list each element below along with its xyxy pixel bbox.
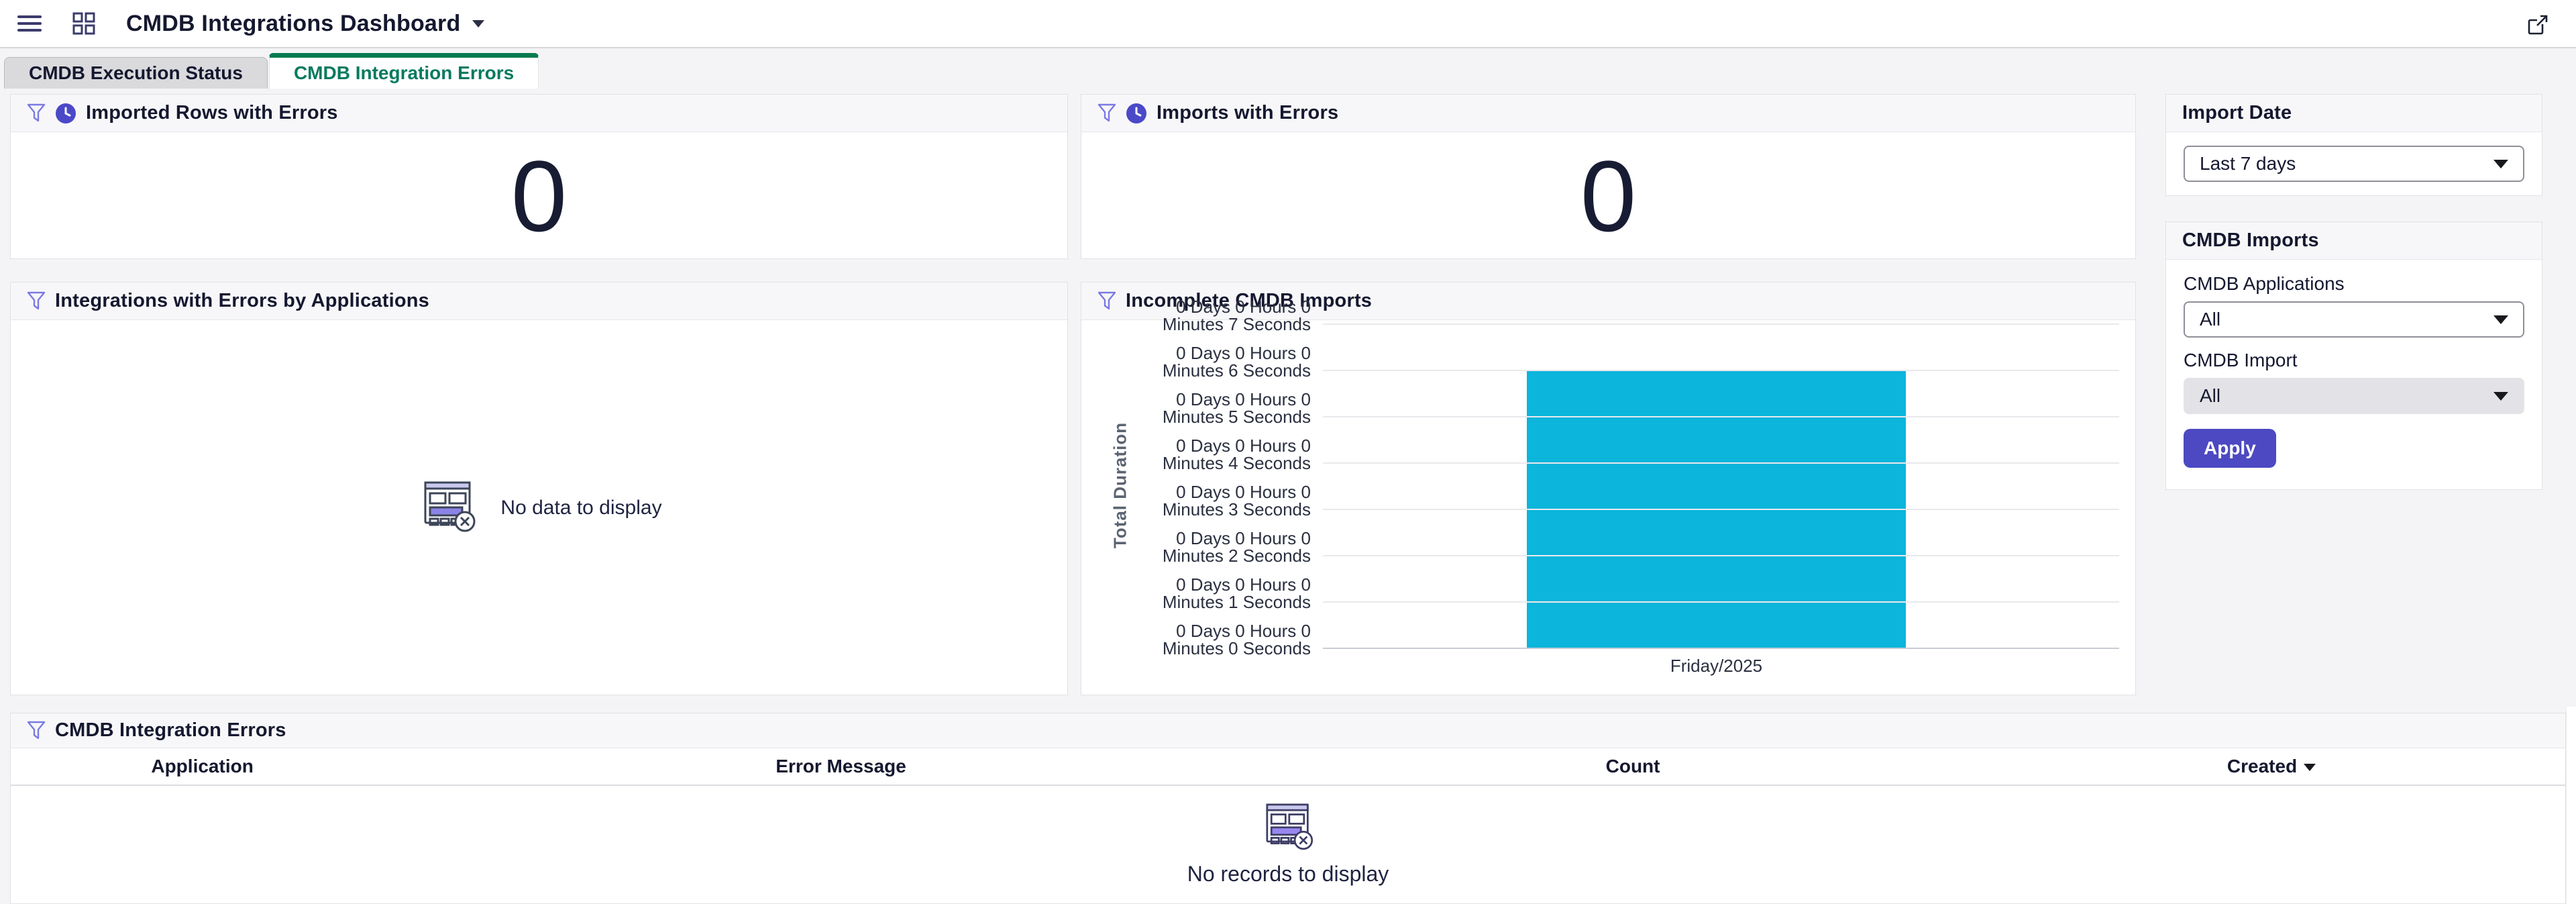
cmdb-applications-label: CMDB Applications xyxy=(2184,273,2345,294)
y-tick-label: 0 Days 0 Hours 0 Minutes 4 Seconds xyxy=(1162,436,1311,474)
gridline xyxy=(1323,509,2119,510)
cmdb-import-selected-value: All xyxy=(2200,385,2221,406)
panel-imports-with-errors: Imports with Errors 0 xyxy=(1081,94,2136,259)
tab-cmdb-execution-status[interactable]: CMDB Execution Status xyxy=(4,57,268,89)
tab-cmdb-integration-errors[interactable]: CMDB Integration Errors xyxy=(268,53,539,89)
top-header: CMDB Integrations Dashboard xyxy=(0,0,2576,48)
dashboard-grid-icon[interactable] xyxy=(72,12,95,35)
apply-button[interactable]: Apply xyxy=(2184,429,2276,468)
no-records-illustration-icon xyxy=(1258,801,1318,855)
card-import-date: Import Date Last 7 days xyxy=(2165,94,2542,196)
clock-icon xyxy=(1126,103,1147,124)
filter-funnel-icon[interactable] xyxy=(27,103,46,123)
gridline xyxy=(1323,601,2119,603)
panel-body: 0 xyxy=(11,132,1067,259)
column-header-application[interactable]: Application xyxy=(11,756,394,777)
card-title: Import Date xyxy=(2182,102,2292,123)
filter-funnel-icon[interactable] xyxy=(1097,103,1116,123)
column-header-created[interactable]: Created xyxy=(1978,756,2565,777)
card-body: CMDB Applications All CMDB Import All Ap… xyxy=(2166,260,2542,468)
cmdb-import-label: CMDB Import xyxy=(2184,350,2298,370)
tab-label: CMDB Execution Status xyxy=(29,62,243,83)
column-header-count[interactable]: Count xyxy=(1288,756,1978,777)
gridline xyxy=(1323,648,2119,649)
column-label: Count xyxy=(1605,756,1660,776)
dashboard-tabs: CMDB Execution Status CMDB Integration E… xyxy=(4,53,539,89)
panel-incomplete-cmdb-imports: Incomplete CMDB Imports Total Duration 0… xyxy=(1081,282,2136,695)
title-dropdown-caret-icon[interactable] xyxy=(472,19,485,28)
no-data-illustration-icon xyxy=(416,479,480,537)
imports-with-errors-count: 0 xyxy=(1580,139,1637,252)
y-tick-label: 0 Days 0 Hours 0 Minutes 7 Seconds xyxy=(1162,297,1311,334)
column-label: Application xyxy=(151,756,254,776)
tab-label: CMDB Integration Errors xyxy=(293,62,515,83)
filter-funnel-icon[interactable] xyxy=(1097,291,1116,311)
gridline xyxy=(1323,462,2119,464)
no-data-text: No data to display xyxy=(500,496,662,519)
filter-funnel-icon[interactable] xyxy=(27,721,46,741)
cmdb-applications-select[interactable]: All xyxy=(2184,301,2524,338)
panel-body: No data to display xyxy=(11,320,1067,695)
sort-descending-icon xyxy=(2304,764,2316,772)
panel-header: Integrations with Errors by Applications xyxy=(11,283,1067,320)
x-axis-tick-label: Friday/2025 xyxy=(1670,656,1763,676)
panel-title: Integrations with Errors by Applications xyxy=(55,290,429,311)
y-axis-title: Total Duration xyxy=(1110,421,1130,549)
panel-header: CMDB Integration Errors xyxy=(11,713,2565,748)
gridline xyxy=(1323,416,2119,417)
y-tick-label: 0 Days 0 Hours 0 Minutes 0 Seconds xyxy=(1162,621,1311,658)
panel-body: 0 xyxy=(1081,132,2135,259)
card-title: CMDB Imports xyxy=(2182,230,2319,251)
chevron-down-icon xyxy=(2493,159,2508,168)
chart-plot: 0 Days 0 Hours 0 Minutes 0 Seconds 0 Days… xyxy=(1163,298,2119,657)
card-cmdb-imports: CMDB Imports CMDB Applications All CMDB … xyxy=(2165,221,2542,490)
y-tick-label: 0 Days 0 Hours 0 Minutes 5 Seconds xyxy=(1162,389,1311,427)
y-tick-label: 0 Days 0 Hours 0 Minutes 1 Seconds xyxy=(1162,574,1311,613)
panel-title: CMDB Integration Errors xyxy=(55,719,286,741)
share-export-icon[interactable] xyxy=(2526,13,2549,40)
table-header-row: Application Error Message Count Created xyxy=(11,748,2565,786)
panel-header: Incomplete CMDB Imports xyxy=(1081,283,2135,320)
hamburger-menu-icon[interactable] xyxy=(17,14,42,33)
page-title: CMDB Integrations Dashboard xyxy=(126,10,461,36)
chevron-down-icon xyxy=(2493,315,2508,324)
import-date-select[interactable]: Last 7 days xyxy=(2184,146,2524,182)
table-empty-state: No records to display xyxy=(11,786,2565,901)
gridline xyxy=(1323,323,2119,325)
chevron-down-icon xyxy=(2493,391,2508,401)
imported-rows-errors-count: 0 xyxy=(511,139,568,252)
no-records-text: No records to display xyxy=(1187,862,1389,886)
clock-icon xyxy=(55,103,76,124)
duration-bar-chart: Total Duration 0 Days 0 Hours 0 Minutes … xyxy=(1081,298,2135,695)
panel-cmdb-integration-errors: CMDB Integration Errors Application Erro… xyxy=(10,713,2566,904)
column-label: Error Message xyxy=(775,756,906,776)
card-body: Last 7 days xyxy=(2166,132,2542,182)
card-header: Import Date xyxy=(2166,95,2542,132)
panel-title: Incomplete CMDB Imports xyxy=(1126,290,1373,311)
panel-header: Imported Rows with Errors xyxy=(11,95,1067,132)
y-tick-label: 0 Days 0 Hours 0 Minutes 3 Seconds xyxy=(1162,482,1311,519)
gridline xyxy=(1323,370,2119,371)
cmdb-applications-selected-value: All xyxy=(2200,309,2221,330)
column-label: Created xyxy=(2226,756,2298,776)
panel-title: Imports with Errors xyxy=(1157,102,1339,123)
column-header-error-message[interactable]: Error Message xyxy=(394,756,1288,777)
filter-funnel-icon[interactable] xyxy=(27,291,46,311)
panel-integrations-errors-by-applications: Integrations with Errors by Applications xyxy=(10,282,1068,695)
cmdb-import-select[interactable]: All xyxy=(2184,378,2524,414)
panel-header: Imports with Errors xyxy=(1081,95,2135,132)
y-tick-label: 0 Days 0 Hours 0 Minutes 2 Seconds xyxy=(1162,528,1311,566)
import-date-selected-value: Last 7 days xyxy=(2200,153,2296,174)
card-header: CMDB Imports xyxy=(2166,222,2542,260)
y-tick-label: 0 Days 0 Hours 0 Minutes 6 Seconds xyxy=(1162,343,1311,381)
gridline xyxy=(1323,555,2119,557)
panel-imported-rows-with-errors: Imported Rows with Errors 0 xyxy=(10,94,1068,259)
panel-title: Imported Rows with Errors xyxy=(86,102,338,123)
vertical-scrollbar[interactable] xyxy=(2566,707,2576,904)
